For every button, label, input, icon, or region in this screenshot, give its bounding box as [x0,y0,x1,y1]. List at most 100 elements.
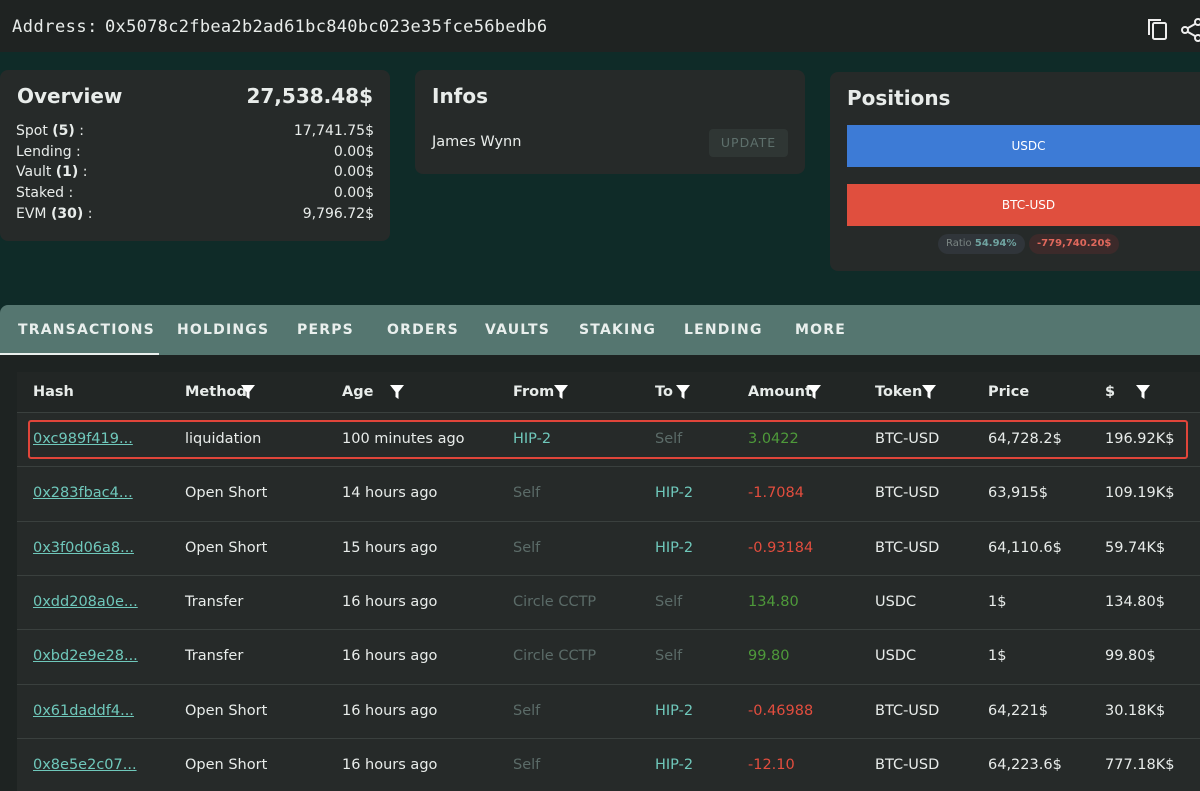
position-bar[interactable]: USDC [847,125,1200,167]
filter-icon[interactable] [675,384,691,405]
label: Staked [16,185,65,202]
amount: -12.10 [748,756,795,773]
row-label: EVM (30) : [16,206,92,222]
age: 16 hours ago [342,702,438,719]
hash[interactable]: 0x3f0d06a8... [33,539,134,556]
share-icon[interactable] [1180,17,1200,43]
row-divider [17,629,1200,631]
row-divider [17,574,1200,576]
hash[interactable]: 0x61daddf4... [33,702,134,719]
amount: -0.46988 [748,702,814,719]
column-header[interactable]: From [513,384,555,400]
label: EVM [16,205,47,222]
label: Lending [16,143,72,160]
usd-value: 99.80$ [1105,648,1156,665]
hash[interactable]: 0xc989f419... [33,431,133,447]
filter-icon[interactable] [240,384,256,405]
row-value: 0.00$ [333,185,374,202]
hash[interactable]: 0xbd2e9e28... [33,648,138,665]
tab[interactable]: VAULTS [485,322,551,338]
filter-icon[interactable] [806,384,822,405]
to: HIP-2 [655,702,694,719]
price: 64,110.6$ [988,539,1062,556]
to: Self [655,648,683,665]
method: Open Short [185,756,268,773]
token: BTC-USD [875,702,940,719]
filter-icon[interactable] [921,384,937,405]
tab[interactable]: STAKING [579,322,657,338]
method: liquidation [185,431,262,447]
tab[interactable]: HOLDINGS [177,322,270,338]
age: 16 hours ago [342,756,438,773]
copy-icon[interactable] [1146,17,1170,43]
price: 64,728.2$ [988,431,1062,447]
column-header[interactable]: Hash [33,384,74,400]
row-label: Spot (5) : [16,123,84,139]
column-header[interactable]: Method [185,384,247,400]
column-header[interactable]: Token [875,384,923,400]
amount: -0.93184 [748,539,814,556]
positions-title: Positions [847,86,951,110]
filter-icon[interactable] [389,384,405,405]
tab[interactable]: LENDING [684,322,763,338]
row-label: Lending : [16,144,81,160]
token: USDC [875,593,917,610]
ratio-chip: Ratio 54.94% [938,234,1025,254]
column-header[interactable]: To [655,384,673,400]
overview-row: Staked : 0.00$ [16,185,374,205]
column-header[interactable]: Amount [748,384,812,400]
to: Self [655,431,683,447]
usd-value: 109.19K$ [1105,485,1175,502]
overview-row: EVM (30) : 9,796.72$ [16,206,374,226]
update-button[interactable]: UPDATE [709,129,788,157]
hash[interactable]: 0x283fbac4... [33,485,133,502]
hash[interactable]: 0xdd208a0e... [33,593,138,610]
position-bar[interactable]: BTC-USD [847,184,1200,226]
table-header [17,372,1200,413]
transactions-table: Hash Method Age From To Amount Token Price $0xc9… [17,372,1200,791]
colon: : [79,123,84,139]
overview-title: Overview [17,84,123,108]
pnl-chip: -779,740.20$ [1029,234,1120,254]
colon: : [87,205,93,222]
row-value: 17,741.75$ [293,123,374,139]
filter-icon[interactable] [1135,384,1151,405]
age: 100 minutes ago [342,431,465,447]
to: HIP-2 [655,539,694,556]
column-header[interactable]: $ [1105,384,1116,400]
price: 64,223.6$ [988,756,1062,773]
tab[interactable]: ORDERS [387,322,459,338]
table-panel: Hash Method Age From To Amount Token Price $0xc9… [0,355,1200,791]
ratio-label: Ratio [946,238,972,249]
method: Transfer [185,593,244,610]
tab[interactable]: TRANSACTIONS [18,322,155,338]
address: 0x5078c2fbea2b2ad61bc840bc023e35fce56bed… [105,17,548,37]
to: HIP-2 [655,485,694,502]
row-divider [17,412,1200,413]
amount: 3.0422 [748,431,799,447]
positions-card: Positions Ratio 54.94% -779,740.20$ USDC… [830,72,1200,271]
token: BTC-USD [875,756,940,773]
tab[interactable]: PERPS [297,322,354,338]
row-label: Staked : [16,185,73,201]
tab[interactable]: MORE [795,322,846,338]
token: BTC-USD [875,539,940,556]
column-header[interactable]: Age [342,384,374,400]
to: Self [655,593,683,610]
price: 63,915$ [988,485,1048,502]
from: Self [513,756,541,773]
price: 1$ [988,648,1007,665]
filter-icon[interactable] [553,384,569,405]
method: Open Short [185,702,268,719]
amount: -1.7084 [748,485,804,502]
row-value: 0.00$ [333,164,374,181]
from: Circle CCTP [513,593,597,610]
infos-name: James Wynn [432,134,522,150]
from: Self [513,539,541,556]
hash[interactable]: 0x8e5e2c07... [33,756,137,773]
address-label: Address: [12,17,98,37]
column-header[interactable]: Price [988,384,1030,400]
ratio-value: 54.94% [974,238,1017,249]
usd-value: 134.80$ [1105,593,1165,610]
